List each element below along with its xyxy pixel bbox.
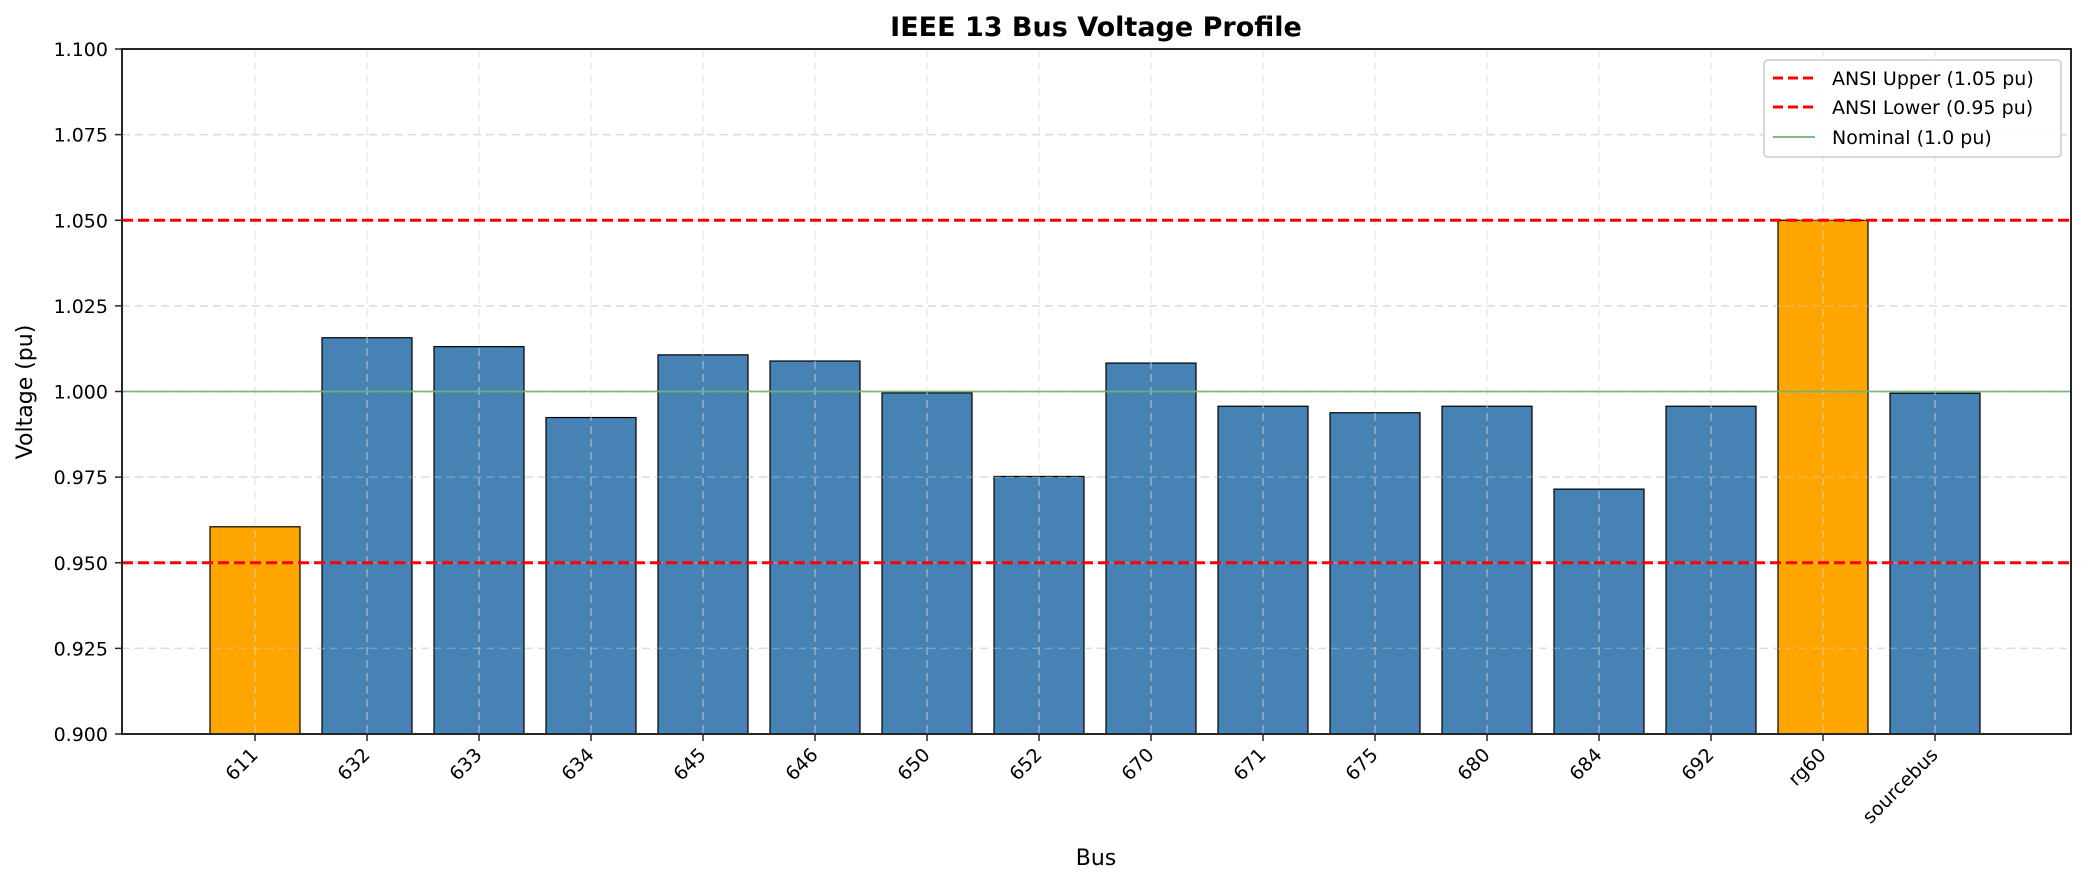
y-tick-label: 1.075 <box>54 125 108 147</box>
y-tick-label: 0.925 <box>54 638 108 660</box>
legend-box <box>1763 59 2062 158</box>
legend-label: Nominal (1.0 pu) <box>1832 127 1992 149</box>
y-tick-label: 1.050 <box>54 210 108 232</box>
y-axis-ticks: 0.900 0.925 0.950 0.975 1.000 1.025 1.050 1.075… <box>54 39 122 746</box>
chart-title: IEEE 13 Bus Voltage Profile <box>890 12 1302 43</box>
y-tick-label: 1.100 <box>54 39 108 61</box>
y-tick-label: 0.975 <box>54 467 108 489</box>
legend-label: ANSI Upper (1.05 pu) <box>1832 68 2034 90</box>
legend: ANSI Upper (1.05 pu) ANSI Lower (0.95 pu)… <box>1763 59 2062 158</box>
reference-lines <box>122 218 2071 565</box>
y-tick-label: 1.025 <box>54 296 108 318</box>
legend-label: ANSI Lower (0.95 pu) <box>1832 97 2033 119</box>
y-tick-label: 1.000 <box>54 382 108 404</box>
bar-633 <box>433 346 525 735</box>
y-tick-label: 0.900 <box>54 724 108 746</box>
y-axis-label: Voltage (pu) <box>13 325 38 460</box>
y-tick-label: 0.950 <box>54 553 108 575</box>
x-axis-label: Bus <box>1076 846 1117 871</box>
bar-652 <box>993 475 1085 735</box>
